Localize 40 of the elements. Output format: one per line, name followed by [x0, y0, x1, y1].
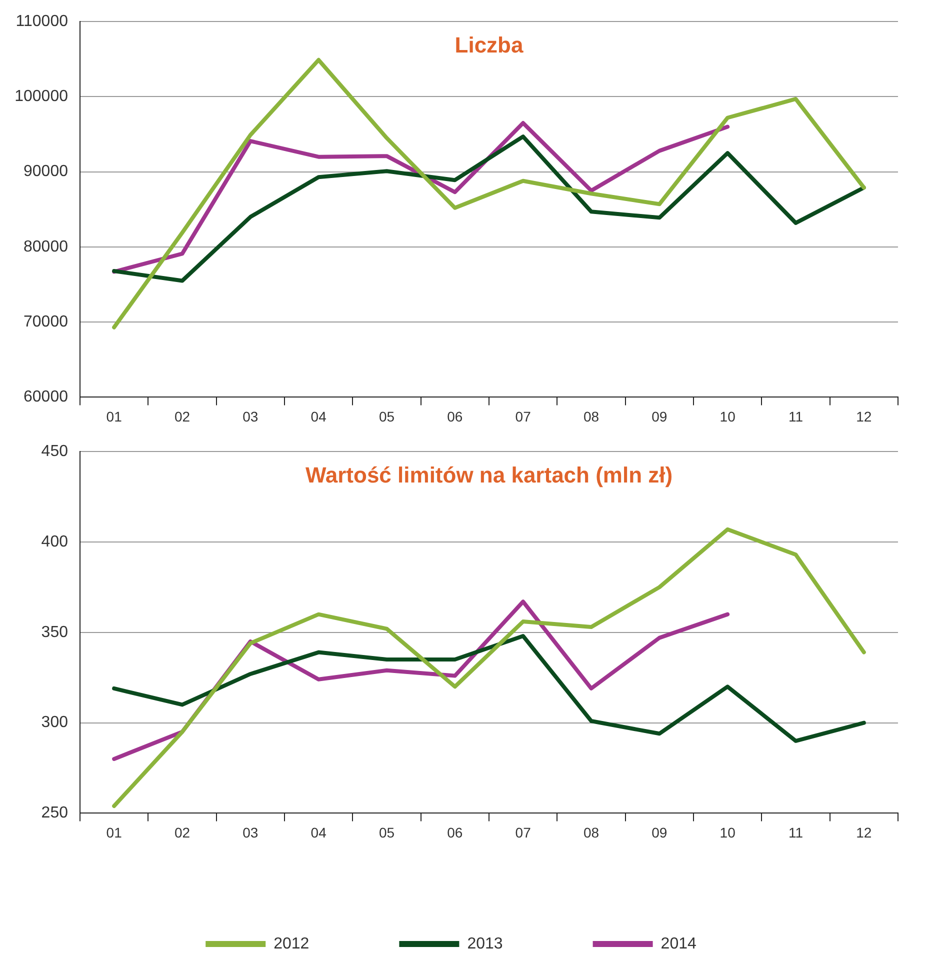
legend-label: 2012 — [274, 935, 310, 952]
x-tick-label: 01 — [106, 824, 122, 840]
x-tick-label: 05 — [378, 824, 395, 840]
y-tick-label: 70000 — [24, 313, 68, 330]
x-tick-label: 05 — [378, 408, 395, 424]
y-tick-label: 400 — [41, 533, 68, 550]
text: Wartość limitów na kartach (mln zł) — [305, 462, 673, 488]
text: Liczba — [454, 32, 524, 58]
x-tick-label: 09 — [652, 408, 668, 424]
x-tick-label: 04 — [310, 408, 327, 424]
y-tick-label: 350 — [41, 624, 68, 641]
x-tick-label: 03 — [242, 408, 258, 424]
x-tick-label: 02 — [174, 824, 190, 840]
y-tick-label: 100000 — [14, 88, 68, 106]
x-tick-label: 11 — [788, 408, 804, 424]
x-tick-label: 10 — [720, 824, 736, 840]
x-tick-label: 07 — [515, 408, 532, 424]
y-tick-label: 300 — [41, 714, 68, 732]
y-tick-label: 250 — [41, 804, 68, 822]
x-tick-label: 06 — [447, 824, 463, 840]
x-tick-label: 10 — [720, 408, 736, 424]
x-tick-label: 11 — [788, 824, 804, 840]
y-tick-label: 110000 — [16, 13, 68, 30]
x-tick-label: 03 — [242, 824, 258, 840]
y-tick-label: 80000 — [24, 238, 68, 256]
y-tick-label: 60000 — [24, 388, 68, 406]
x-tick-label: 12 — [856, 824, 872, 840]
x-tick-label: 08 — [583, 824, 600, 840]
x-tick-label: 09 — [652, 824, 668, 840]
x-tick-label: 01 — [106, 408, 122, 424]
legend-label: 2013 — [467, 935, 503, 952]
x-tick-label: 04 — [310, 824, 327, 840]
y-tick-label: 90000 — [24, 163, 68, 180]
legend-label: 2014 — [660, 935, 696, 952]
x-tick-label: 02 — [174, 408, 190, 424]
x-tick-label: 06 — [447, 408, 463, 424]
x-tick-label: 08 — [583, 408, 600, 424]
x-tick-label: 12 — [856, 408, 872, 424]
y-tick-label: 450 — [41, 443, 68, 460]
x-tick-label: 07 — [515, 824, 532, 840]
